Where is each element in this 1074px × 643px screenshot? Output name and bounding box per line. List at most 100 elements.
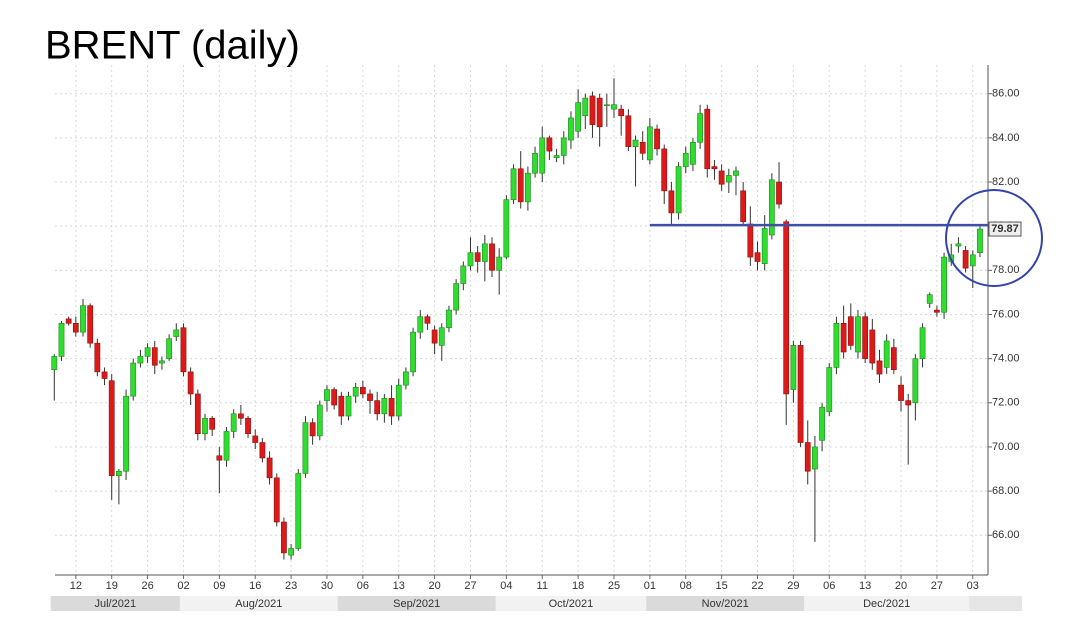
candle-body <box>446 309 452 329</box>
candle-body <box>230 413 237 432</box>
candle-body <box>855 316 861 353</box>
candle-body <box>245 417 251 435</box>
month-label: Oct/2021 <box>549 598 594 610</box>
candle-body <box>883 340 890 368</box>
month-band <box>804 596 970 611</box>
y-tick-label: 66.00 <box>992 529 1020 541</box>
candle-body <box>288 548 294 556</box>
candle-body <box>977 228 983 253</box>
candle-body <box>338 395 345 417</box>
candle-body <box>955 243 962 247</box>
candle-body <box>65 318 72 324</box>
candle-body <box>639 141 646 154</box>
x-tick-label: 20 <box>428 580 440 592</box>
candle-body <box>367 393 373 401</box>
candle-body <box>790 345 797 390</box>
y-tick-label: 70.00 <box>992 441 1020 453</box>
y-tick-label: 82.00 <box>992 176 1020 188</box>
candle-body <box>847 316 854 346</box>
candle-body <box>503 199 510 258</box>
month-band <box>337 596 496 611</box>
candle-body <box>173 329 180 337</box>
x-tick-label: 04 <box>500 580 512 592</box>
candle-body <box>237 413 244 419</box>
x-tick-label: 20 <box>895 580 907 592</box>
candle-body <box>618 108 625 117</box>
candle-body <box>460 265 467 284</box>
candle-body <box>108 380 115 476</box>
candle-body <box>438 327 445 346</box>
candle-body <box>381 398 388 415</box>
candle-body <box>926 294 933 304</box>
candle-body <box>862 316 869 359</box>
candle-body <box>352 387 359 397</box>
candle-body <box>295 473 302 549</box>
candle-body <box>72 323 79 333</box>
candle-body <box>489 243 495 271</box>
x-tick-label: 16 <box>249 580 261 592</box>
x-tick-label: 02 <box>177 580 189 592</box>
candle-body <box>187 371 194 395</box>
candle-body <box>194 393 201 435</box>
month-band <box>646 596 805 611</box>
candle-body <box>252 435 259 443</box>
candle-body <box>388 398 395 417</box>
candle-body <box>331 389 338 406</box>
candle-body <box>51 356 58 370</box>
candle-body <box>934 309 940 313</box>
candle-body <box>776 181 782 205</box>
candle-body <box>575 102 582 132</box>
candle-body <box>281 521 287 554</box>
candle-body <box>941 256 947 313</box>
month-label: Sep/2021 <box>393 598 440 610</box>
candle-body <box>690 141 696 165</box>
x-tick-label: 29 <box>787 580 799 592</box>
candle-body <box>675 166 682 214</box>
candle-body <box>80 305 86 333</box>
candle-body <box>424 316 431 324</box>
candle-body <box>151 347 158 366</box>
candle-body <box>517 168 524 203</box>
x-tick-label: 09 <box>213 580 225 592</box>
month-bands: Jul/2021 Aug/2021 Sep/2021 Oct/2021 Nov/2021… <box>50 596 1022 611</box>
x-tick-label: 01 <box>644 580 656 592</box>
candle-body <box>632 139 639 147</box>
month-band <box>179 596 338 611</box>
candle-body <box>740 190 747 223</box>
x-tick-label: 11 <box>537 580 548 592</box>
candle-body <box>180 327 187 373</box>
candle-body <box>417 316 424 333</box>
candle-body <box>525 172 531 203</box>
month-band <box>495 596 647 611</box>
candle-body <box>768 179 775 236</box>
candle-body <box>711 166 718 170</box>
candle-body <box>704 108 711 170</box>
candle-body <box>395 384 402 417</box>
candle-body <box>546 137 553 152</box>
x-tick-label: 13 <box>393 580 405 592</box>
overlay: 79.87 <box>649 221 1022 237</box>
y-tick-label: 78.00 <box>992 264 1020 276</box>
candle-body <box>754 252 761 262</box>
candle-body <box>316 404 323 437</box>
candle-body <box>166 338 172 359</box>
candle-body <box>209 417 216 430</box>
candle-body <box>137 356 144 364</box>
candle-body <box>682 153 689 167</box>
candle-body <box>144 347 151 357</box>
candle-body <box>259 442 266 459</box>
candle-body <box>474 252 481 262</box>
last-price-label: 79.87 <box>991 223 1019 235</box>
candle-body <box>783 221 790 395</box>
candle-body <box>87 305 94 344</box>
candle-body <box>266 457 273 479</box>
x-tick-label: 06 <box>357 580 369 592</box>
candle-body <box>374 400 381 415</box>
candle-body <box>819 406 825 441</box>
candle-body <box>962 250 969 269</box>
candle-body <box>359 387 366 395</box>
candle-body <box>431 329 438 344</box>
x-tick-label: 03 <box>967 580 979 592</box>
x-tick-label: 30 <box>321 580 333 592</box>
